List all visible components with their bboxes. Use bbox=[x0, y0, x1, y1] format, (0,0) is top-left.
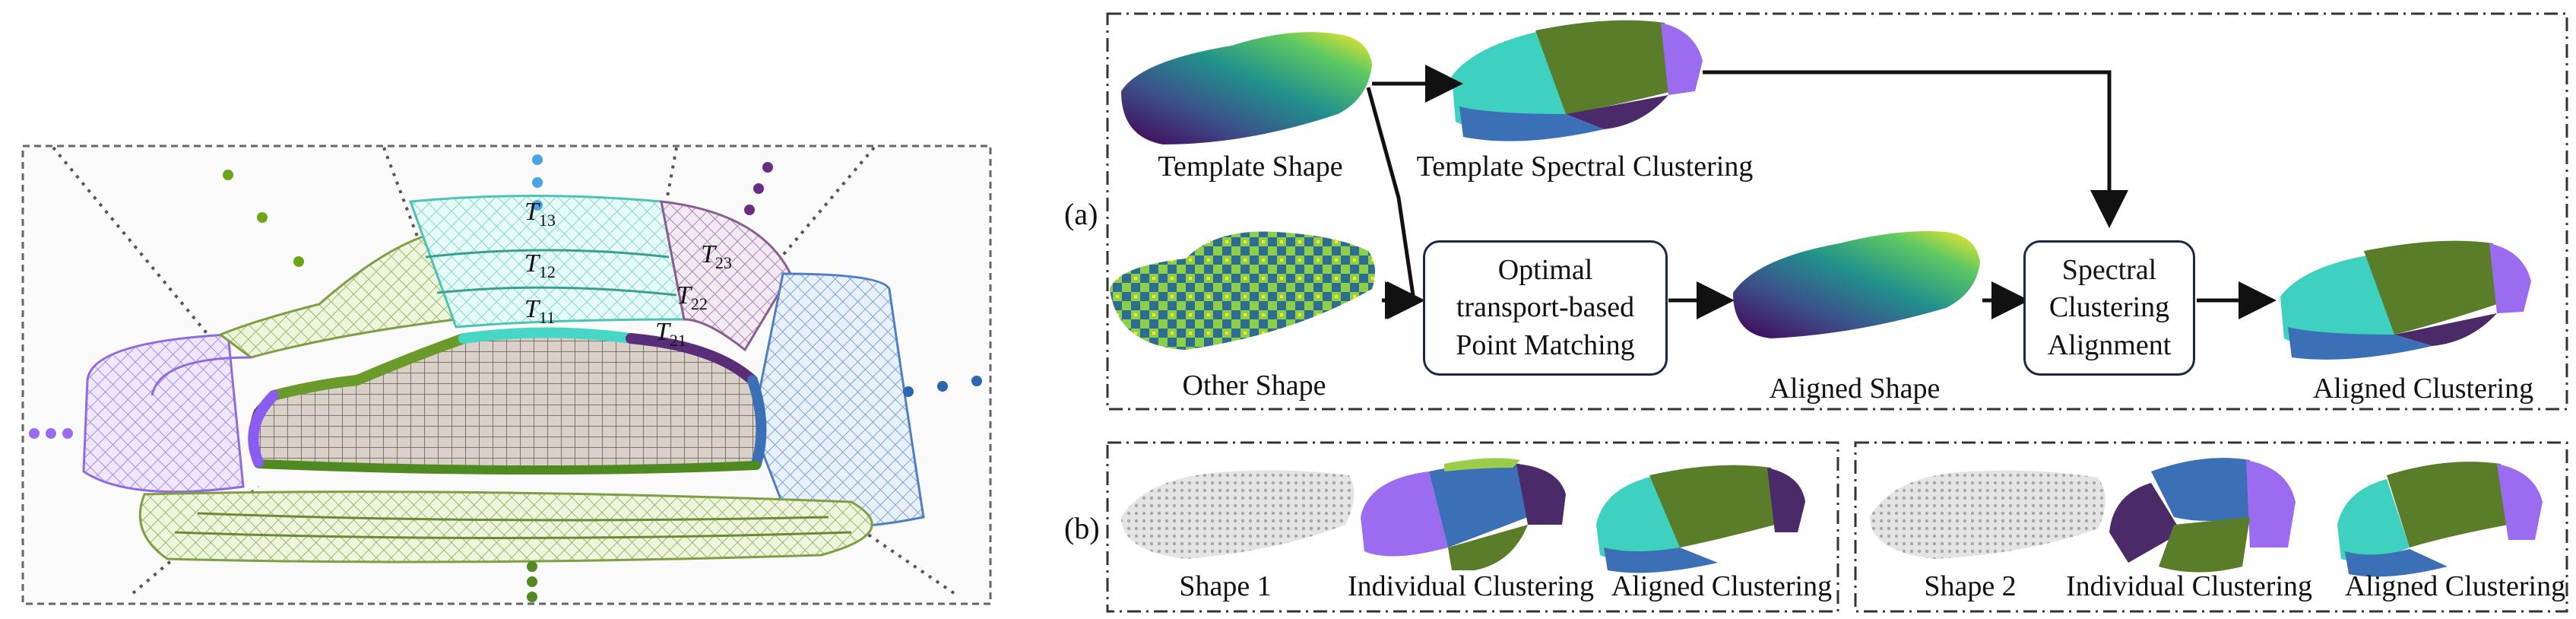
outline-dark-purple bbox=[626, 333, 758, 386]
outline-green-bottom bbox=[254, 459, 761, 475]
individual-clustering1-car bbox=[1361, 458, 1566, 570]
aligned-clustering1-car bbox=[1596, 465, 1805, 573]
individual-clustering1-caption: Individual Clustering bbox=[1347, 570, 1595, 602]
individual-clustering2-caption: Individual Clustering bbox=[2065, 570, 2313, 602]
ellipsis-dots bbox=[29, 154, 982, 602]
ot-point-matching-box: Optimal transport-based Point Matching bbox=[1423, 240, 1668, 376]
shape1-caption: Shape 1 bbox=[1179, 570, 1272, 602]
panel-b bbox=[1106, 441, 2568, 613]
region-dark-purple bbox=[660, 200, 792, 352]
individual-clustering2-car bbox=[2109, 458, 2296, 573]
aligned-clustering2-car bbox=[2337, 462, 2543, 577]
flow-arrows bbox=[1366, 65, 2277, 319]
panel-a-tag: (a) bbox=[1064, 197, 1098, 231]
label-t12: T12 bbox=[524, 249, 556, 281]
template-spectral-caption: Template Spectral Clustering bbox=[1416, 151, 1754, 183]
outline-blue bbox=[747, 375, 767, 469]
label-t21: T21 bbox=[655, 318, 686, 350]
region-purple bbox=[82, 333, 245, 494]
aligned-shape-car bbox=[1733, 231, 1980, 338]
spectral-clustering-alignment-box: Spectral Clustering Alignment bbox=[2023, 240, 2195, 376]
contour-lines bbox=[151, 249, 852, 539]
outline-purple bbox=[248, 390, 279, 468]
shape2-car bbox=[1870, 470, 2105, 559]
other-shape-car bbox=[1110, 231, 1375, 350]
label-t22: T22 bbox=[676, 281, 708, 313]
aligned-clustering-caption: Aligned Clustering bbox=[2312, 373, 2534, 405]
aligned-clustering1-caption: Aligned Clustering bbox=[1611, 570, 1833, 602]
outline-green bbox=[268, 333, 469, 401]
other-shape-caption: Other Shape bbox=[1182, 370, 1326, 402]
panel-b2-frame bbox=[1854, 441, 2568, 613]
label-t11: T11 bbox=[524, 295, 556, 327]
template-shape-car bbox=[1121, 32, 1372, 145]
outline-teal bbox=[458, 327, 636, 344]
aligned-shape-caption: Aligned Shape bbox=[1769, 373, 1941, 405]
panel-b1-frame bbox=[1106, 441, 1839, 613]
shape1-car bbox=[1121, 470, 1355, 559]
panel-b-tag: (b) bbox=[1064, 511, 1100, 545]
label-t23: T23 bbox=[701, 240, 732, 272]
aligned-clustering-car bbox=[2280, 240, 2531, 360]
template-shape-caption: Template Shape bbox=[1158, 151, 1343, 183]
region-green-upper bbox=[217, 234, 458, 359]
region-green-lower bbox=[138, 490, 873, 563]
aligned-clustering2-caption: Aligned Clustering bbox=[2344, 570, 2566, 602]
label-t13: T13 bbox=[524, 198, 556, 230]
left-panel bbox=[21, 144, 992, 605]
shape2-caption: Shape 2 bbox=[1924, 570, 2017, 602]
panel-a bbox=[1106, 12, 2568, 411]
template-spectral-car bbox=[1452, 20, 1703, 141]
panel-a-frame bbox=[1106, 12, 2568, 411]
